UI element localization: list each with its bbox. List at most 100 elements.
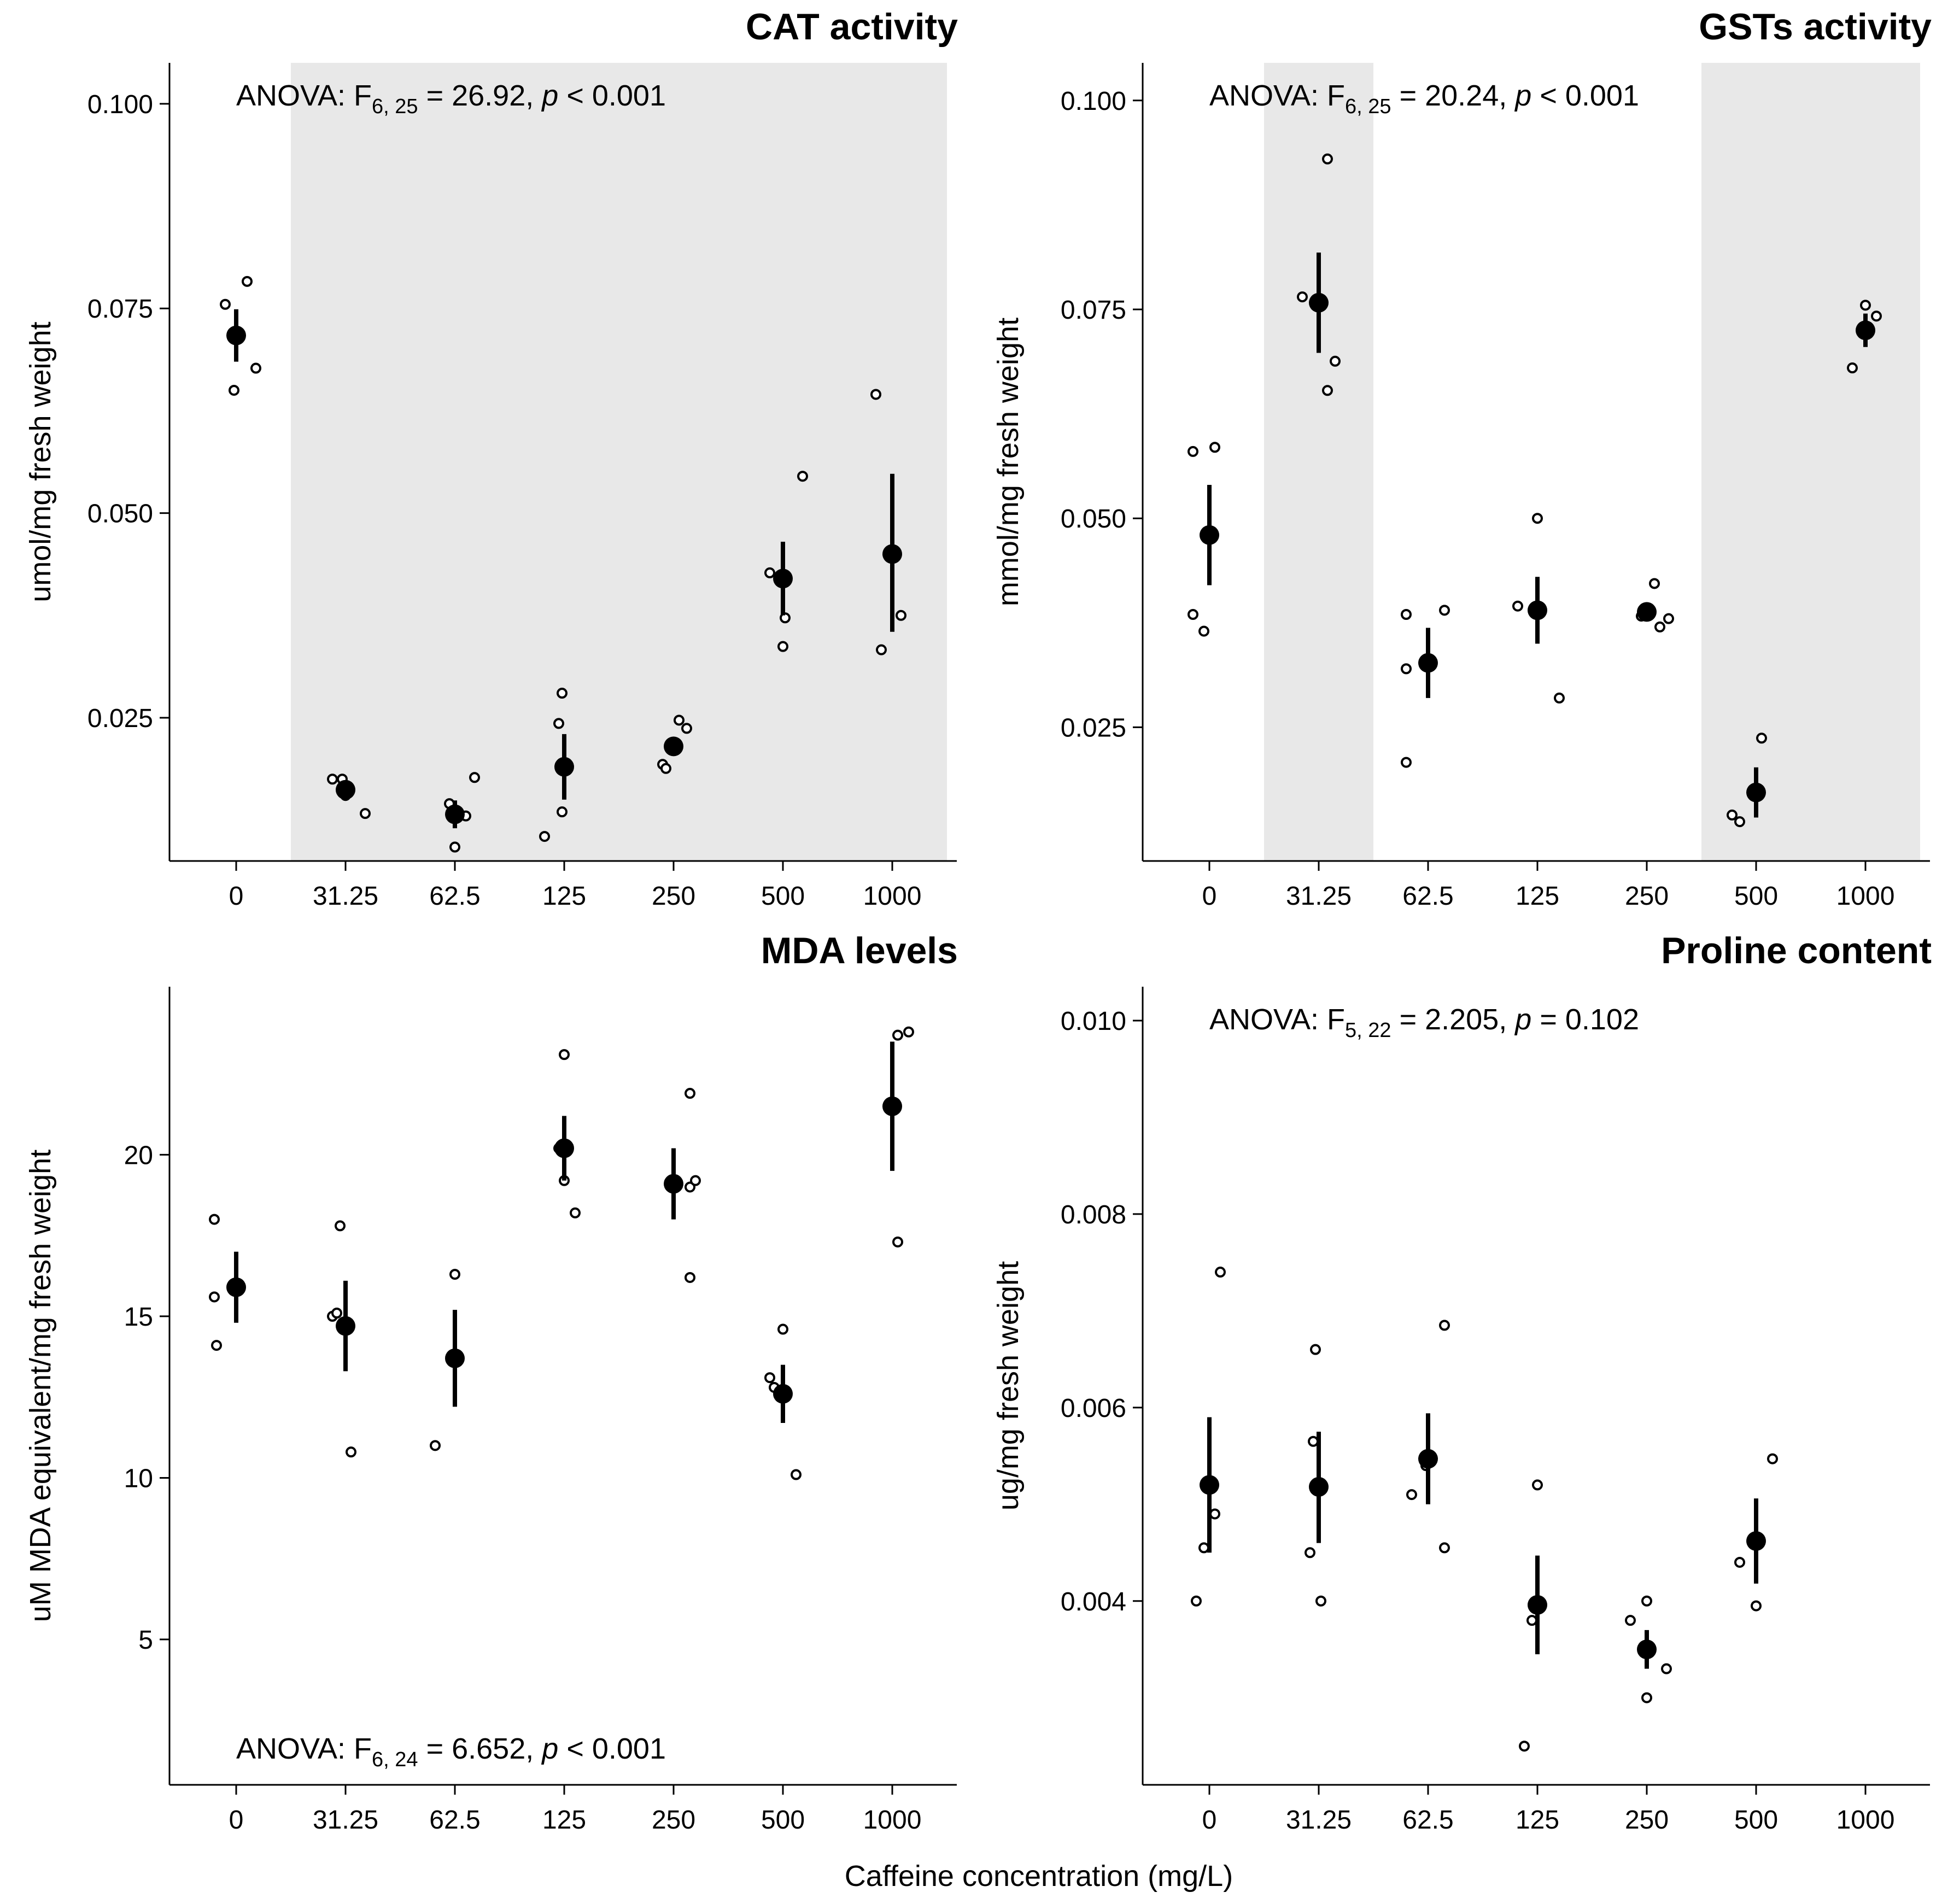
y-tick-label: 10 — [124, 1464, 153, 1493]
anova-tail: < 0.001 — [1531, 79, 1639, 112]
replicate-point — [1188, 609, 1198, 620]
replicate-point — [1209, 442, 1220, 453]
replicate-point — [1322, 385, 1333, 396]
anova-p: p — [541, 79, 558, 112]
mean-point — [664, 736, 683, 757]
x-tick-label: 250 — [652, 882, 695, 911]
x-tick-label: 31.25 — [1286, 882, 1352, 911]
replicate-point — [1532, 513, 1543, 524]
x-tick-label: 125 — [1516, 1806, 1559, 1835]
replicate-point — [1188, 446, 1198, 457]
replicate-point — [1406, 1489, 1417, 1501]
anova-tail: < 0.001 — [558, 79, 666, 112]
replicate-point — [449, 841, 460, 853]
replicate-point — [1215, 1267, 1226, 1278]
shaded-region — [1264, 63, 1373, 861]
replicate-point — [1330, 355, 1341, 367]
mean-point — [882, 544, 902, 564]
mean-point — [773, 1384, 793, 1404]
replicate-point — [1661, 1663, 1672, 1674]
x-tick-label: 62.5 — [1402, 882, 1453, 911]
mean-point — [1200, 1475, 1219, 1495]
replicate-point — [1305, 1547, 1315, 1559]
replicate-point — [1641, 1595, 1652, 1607]
x-tick-label: 125 — [542, 882, 586, 911]
mean-point — [1637, 602, 1657, 622]
panel-1: 0.025 0.050 0.075 0.100 0 31.25 62.5 125 250 500 1… — [24, 6, 958, 911]
mean-point — [1528, 1595, 1547, 1615]
replicate-point — [764, 1372, 775, 1384]
replicate-point — [1310, 1344, 1321, 1355]
anova-annotation: ANOVA: F5, 22 = 2.205, p = 0.102 — [1209, 1003, 1639, 1042]
x-tick-label: 0 — [229, 1806, 244, 1835]
replicate-point — [1734, 816, 1745, 828]
replicate-point — [1649, 578, 1660, 589]
replicate-point — [430, 1440, 441, 1451]
replicate-point — [1625, 1615, 1636, 1626]
replicate-point — [360, 808, 371, 819]
replicate-point — [870, 389, 881, 400]
replicate-point — [791, 1469, 802, 1480]
x-tick-label: 500 — [761, 1806, 805, 1835]
y-tick-label: 0.100 — [1061, 87, 1126, 116]
y-tick-label: 0.025 — [87, 704, 153, 733]
panel-3: 5 10 15 20 0 31.25 62.5 125 250 500 1000 MDA levels… — [24, 930, 958, 1835]
y-tick-label: 5 — [138, 1626, 153, 1655]
x-tick-label: 31.25 — [313, 882, 378, 911]
replicate-point — [1871, 311, 1882, 322]
replicate-point — [1198, 1542, 1209, 1554]
x-tick-label: 250 — [1625, 882, 1669, 911]
replicate-point — [1401, 757, 1412, 768]
mean-point — [445, 1348, 465, 1368]
replicate-point — [1554, 692, 1565, 704]
replicate-point — [1860, 300, 1871, 311]
replicate-point — [1847, 362, 1858, 374]
y-tick-label: 20 — [124, 1141, 153, 1170]
replicate-point — [892, 1236, 903, 1247]
replicate-point — [660, 763, 671, 774]
replicate-point — [1439, 605, 1450, 616]
x-tick-label: 1000 — [863, 1806, 922, 1835]
replicate-point — [896, 610, 906, 621]
mean-point — [445, 804, 465, 824]
replicate-point — [1641, 1692, 1652, 1703]
y-tick-label: 0.004 — [1061, 1587, 1126, 1616]
mean-point — [226, 1277, 246, 1297]
anova-stat: = 20.24, — [1391, 79, 1516, 112]
y-axis-title: umol/mg fresh weight — [24, 321, 57, 602]
mean-point — [1746, 1531, 1766, 1551]
x-tick-label: 250 — [1625, 1806, 1669, 1835]
replicate-point — [1532, 1479, 1543, 1491]
replicate-point — [229, 384, 239, 396]
y-tick-label: 0.100 — [87, 90, 153, 119]
replicate-point — [681, 723, 692, 734]
x-tick-label: 0 — [229, 882, 244, 911]
replicate-point — [1191, 1595, 1202, 1607]
x-tick-label: 0 — [1202, 1806, 1217, 1835]
anova-annotation: ANOVA: F6, 25 = 20.24, p < 0.001 — [1209, 79, 1639, 118]
mean-point — [554, 1138, 574, 1158]
x-tick-label: 1000 — [1836, 882, 1895, 911]
mean-point — [1418, 653, 1438, 673]
anova-df: 6, 25 — [1345, 95, 1391, 118]
x-tick-label: 125 — [542, 1806, 586, 1835]
anova-prefix: ANOVA: F — [236, 1732, 372, 1765]
anova-prefix: ANOVA: F — [1209, 1003, 1345, 1036]
panel-title: Proline content — [1661, 930, 1932, 971]
y-tick-label: 0.008 — [1061, 1200, 1126, 1229]
x-tick-label: 62.5 — [1402, 1806, 1453, 1835]
x-tick-label: 31.25 — [1286, 1806, 1352, 1835]
replicate-point — [559, 1049, 570, 1061]
replicate-point — [1663, 613, 1674, 624]
x-axis-title: Caffeine concentration (mg/L) — [845, 1860, 1233, 1893]
replicate-point — [1727, 809, 1738, 821]
mean-point — [773, 569, 793, 589]
replicate-point — [876, 644, 887, 655]
mean-point — [336, 780, 355, 800]
replicate-point — [1198, 625, 1209, 637]
replicate-point — [469, 772, 480, 783]
replicate-point — [449, 1269, 460, 1280]
anova-stat: = 26.92, — [418, 79, 542, 112]
replicate-point — [685, 1088, 695, 1099]
replicate-point — [209, 1291, 220, 1303]
